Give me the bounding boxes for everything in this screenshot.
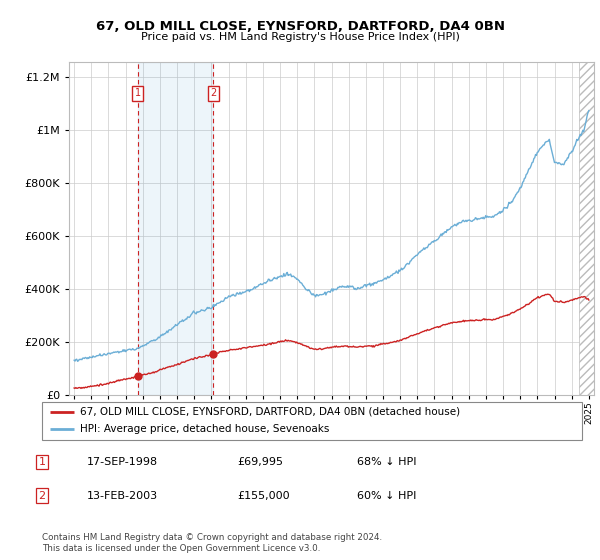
Text: 2: 2 — [38, 491, 46, 501]
Text: £69,995: £69,995 — [237, 457, 283, 467]
Bar — [138, 62, 214, 395]
Text: 68% ↓ HPI: 68% ↓ HPI — [357, 457, 416, 467]
Text: 2: 2 — [211, 88, 217, 99]
Text: 1: 1 — [38, 457, 46, 467]
Text: 67, OLD MILL CLOSE, EYNSFORD, DARTFORD, DA4 0BN (detached house): 67, OLD MILL CLOSE, EYNSFORD, DARTFORD, … — [80, 407, 460, 417]
Text: 17-SEP-1998: 17-SEP-1998 — [87, 457, 158, 467]
Text: HPI: Average price, detached house, Sevenoaks: HPI: Average price, detached house, Seve… — [80, 424, 329, 435]
Text: Price paid vs. HM Land Registry's House Price Index (HPI): Price paid vs. HM Land Registry's House … — [140, 32, 460, 43]
Text: £155,000: £155,000 — [237, 491, 290, 501]
Text: 67, OLD MILL CLOSE, EYNSFORD, DARTFORD, DA4 0BN: 67, OLD MILL CLOSE, EYNSFORD, DARTFORD, … — [95, 20, 505, 32]
Text: 1: 1 — [135, 88, 141, 99]
Text: Contains HM Land Registry data © Crown copyright and database right 2024.
This d: Contains HM Land Registry data © Crown c… — [42, 533, 382, 553]
FancyBboxPatch shape — [42, 402, 582, 440]
Text: 60% ↓ HPI: 60% ↓ HPI — [357, 491, 416, 501]
Text: 13-FEB-2003: 13-FEB-2003 — [87, 491, 158, 501]
Bar — [579, 62, 600, 395]
